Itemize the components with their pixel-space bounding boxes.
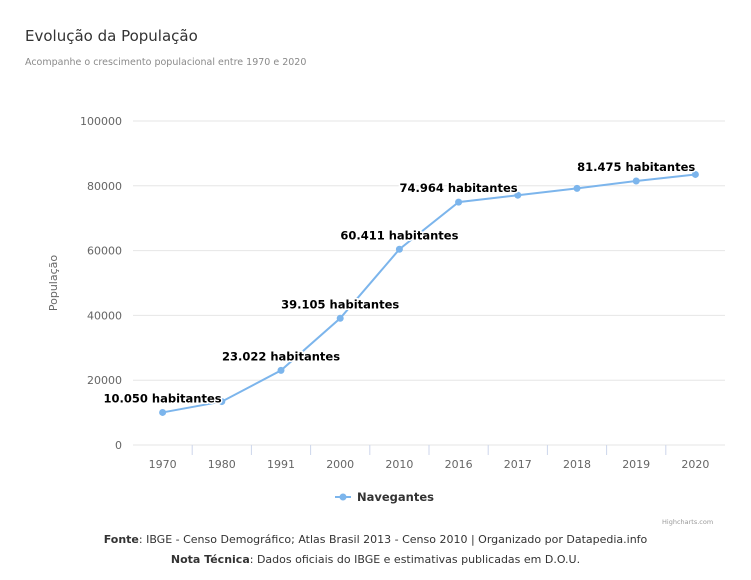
data-point[interactable] <box>278 367 285 374</box>
series-line <box>163 174 696 412</box>
data-point[interactable] <box>337 315 344 322</box>
source-label: Fonte <box>104 533 139 546</box>
data-point[interactable] <box>574 185 581 192</box>
x-tick-label: 2017 <box>504 458 532 471</box>
data-point[interactable] <box>159 409 166 416</box>
data-label: 81.475 habitantes <box>577 160 695 174</box>
data-label: 23.022 habitantes <box>222 349 340 363</box>
x-tick-label: 2019 <box>622 458 650 471</box>
data-point[interactable] <box>633 178 640 185</box>
note-label: Nota Técnica <box>171 553 250 566</box>
y-tick-label: 0 <box>115 439 122 452</box>
x-axis: 1970 1980 1991 2000 2010 2016 2017 2018 2019 2020 <box>149 445 710 471</box>
note-text: : Dados oficiais do IBGE e estimativas p… <box>250 553 580 566</box>
y-tick-label: 80000 <box>87 180 122 193</box>
source-text: : IBGE - Censo Demográfico; Atlas Brasil… <box>139 533 647 546</box>
x-tick-label: 2010 <box>385 458 413 471</box>
data-label: 74.964 habitantes <box>400 181 518 195</box>
data-labels: 10.050 habitantes 23.022 habitantes 39.105… <box>104 160 696 405</box>
y-tick-label: 60000 <box>87 245 122 258</box>
data-label: 10.050 habitantes <box>104 391 222 405</box>
x-tick-label: 2000 <box>326 458 354 471</box>
x-tick-label: 1991 <box>267 458 295 471</box>
legend-marker <box>340 494 347 501</box>
y-tick-label: 40000 <box>87 309 122 322</box>
data-label: 60.411 habitantes <box>340 228 458 242</box>
note-line: Nota Técnica: Dados oficiais do IBGE e e… <box>0 553 751 566</box>
x-tick-label: 2020 <box>681 458 709 471</box>
credits-link[interactable]: Highcharts.com <box>662 518 713 526</box>
y-axis-title: População <box>47 255 60 312</box>
legend[interactable]: Navegantes <box>335 490 434 504</box>
x-tick-label: 1970 <box>149 458 177 471</box>
data-point[interactable] <box>455 199 462 206</box>
source-line: Fonte: IBGE - Censo Demográfico; Atlas B… <box>0 533 751 546</box>
x-tick-label: 1980 <box>208 458 236 471</box>
series-navegantes <box>159 171 699 416</box>
legend-item-navegantes[interactable]: Navegantes <box>357 490 434 504</box>
x-tick-label: 2018 <box>563 458 591 471</box>
data-point[interactable] <box>396 246 403 253</box>
data-label: 39.105 habitantes <box>281 297 399 311</box>
population-line-chart: 0 20000 40000 60000 80000 100000 1970 1980 1991… <box>0 0 751 515</box>
y-tick-label: 100000 <box>80 115 122 128</box>
y-tick-label: 20000 <box>87 374 122 387</box>
x-tick-label: 2016 <box>445 458 473 471</box>
